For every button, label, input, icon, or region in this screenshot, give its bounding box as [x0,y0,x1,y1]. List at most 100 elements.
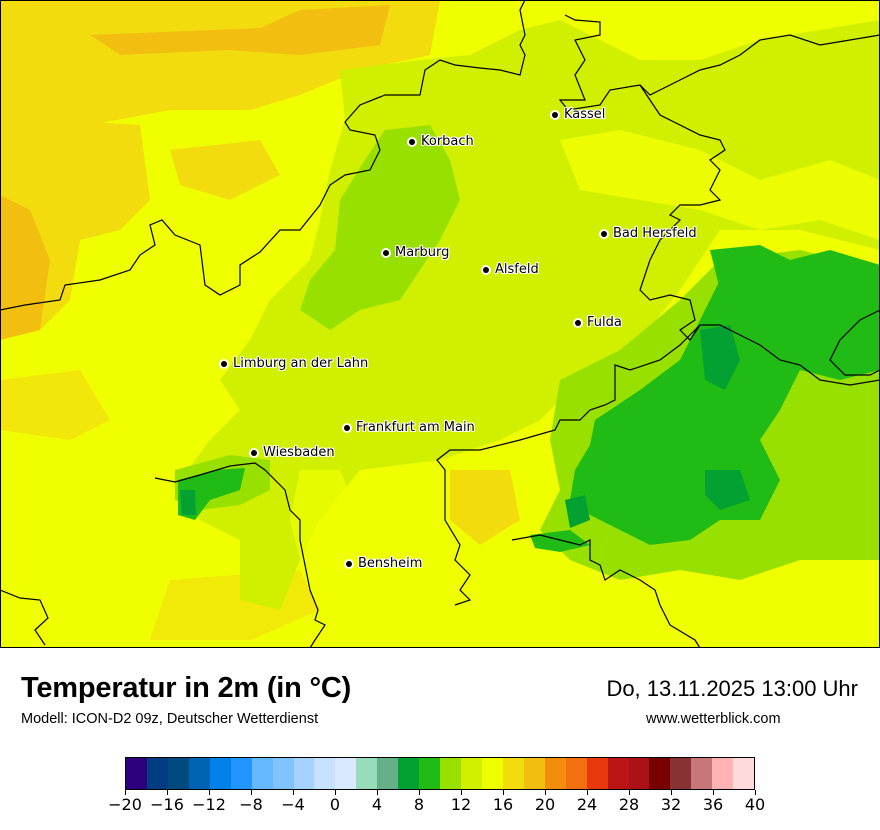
state-borders [0,0,880,648]
field-14-16-rhein-patch [290,470,360,560]
colorbar-segment [209,758,231,789]
city-label: Kassel [564,107,606,122]
city-marker-icon [552,111,558,118]
colorbar-tick [208,790,210,795]
field-8-10-thueringen [710,245,880,310]
colorbar-segment [356,758,378,789]
city-label: Fulda [587,315,622,330]
city-marker-icon [344,424,350,431]
colorbar-segment [230,758,252,789]
field-6-8-patch-c [565,495,590,528]
city-label: Frankfurt am Main [356,420,475,435]
city-alsfeld: Alsfeld [483,262,539,277]
colorbar-segment [377,758,399,789]
colorbar-tick-label: −8 [239,795,263,814]
colorbar-segment [461,758,482,789]
field-10-12-marburg [300,125,460,330]
forecast-datetime: Do, 13.11.2025 13:00 Uhr [606,676,858,701]
colorbar-segment [272,758,294,789]
colorbar-tick-label: 12 [450,795,472,814]
colorbar-segment [691,758,713,789]
city-marker-icon [346,560,352,567]
city-marker-icon [383,249,389,256]
city-wiesbaden: Wiesbaden [251,445,335,460]
colorbar-tick [250,790,252,795]
colorbar-tick-label: 16 [492,795,514,814]
colorbar-tick-label: −20 [108,795,142,814]
city-label: Limburg an der Lahn [233,356,369,371]
colorbar-tick-label: 24 [576,795,598,814]
field-16-18-patch-a [170,140,280,200]
city-marker-icon [601,230,607,237]
city-label: Wiesbaden [263,445,335,460]
field-8-10-rhoen-spessart [570,270,880,545]
city-marker-icon [251,449,257,456]
colorbar-segment [565,758,587,789]
city-label: Bensheim [358,556,423,571]
colorbar-tick [754,790,756,795]
city-marker-icon [409,138,415,145]
colorbar-segment [146,758,168,789]
city-bad-hersfeld: Bad Hersfeld [601,226,697,241]
colorbar-tick [334,790,336,795]
colorbar-tick [460,790,462,795]
colorbar-segment [188,758,210,789]
colorbar-tick [544,790,546,795]
colorbar-segment [544,758,566,789]
city-label: Bad Hersfeld [613,226,697,241]
colorbar-segment [167,758,189,789]
colorbar-segment [712,758,734,789]
colorbar-tick-label: 8 [413,795,425,814]
colorbar-tick [292,790,294,795]
city-marker-icon [221,360,227,367]
city-marker-icon [483,266,489,273]
colorbar-segment [293,758,315,789]
city-label: Marburg [395,245,450,260]
colorbar-tick-label: 28 [618,795,640,814]
colorbar-segment [502,758,524,789]
colorbar-tick [628,790,630,795]
colorbar-tick [166,790,168,795]
colorbar-segment [628,758,650,789]
city-marker-icon [575,319,581,326]
colorbar-segment [733,758,755,789]
colorbar-segment [670,758,692,789]
colorbar-tick-label: 36 [702,795,724,814]
colorbar-tick [502,790,504,795]
colorbar-segment [335,758,357,789]
temperature-map: Kassel Korbach Bad Hersfeld Marburg Alsf… [0,0,880,648]
map-title: Temperatur in 2m (in °C) [21,672,352,704]
colorbar-tick [670,790,672,795]
colorbar-segment [419,758,441,789]
field-18-20-north [90,5,390,55]
website-link[interactable]: www.wetterblick.com [646,711,781,727]
colorbar-segment [586,758,608,789]
colorbar-segment [398,758,420,789]
colorbar-tick [418,790,420,795]
colorbar-segment [649,758,671,789]
colorbar-ticks: −20 −16 −12 −8 −4 0 4 8 12 16 20 24 28 32 36 40 [108,790,765,820]
temperature-colorbar [125,757,755,790]
colorbar-segment [481,758,503,789]
colorbar-segment [251,758,273,789]
city-korbach: Korbach [409,134,474,149]
field-16-18-odenwald [450,470,520,545]
colorbar-tick-label: 32 [660,795,682,814]
field-16-18-patch-b [0,370,110,440]
colorbar-segment [314,758,336,789]
colorbar-tick [586,790,588,795]
field-6-8-patch-d [180,490,196,515]
colorbar-tick-label: −12 [192,795,226,814]
colorbar-tick [124,790,126,795]
field-8-10-main [530,530,590,552]
colorbar-tick-label: 40 [744,795,766,814]
colorbar-tick-label: 20 [534,795,556,814]
city-frankfurt: Frankfurt am Main [344,420,475,435]
colorbar-tick-label: −16 [150,795,184,814]
colorbar-segment [523,758,545,789]
colorbar-tick [712,790,714,795]
map-canvas [0,0,880,648]
model-source: Modell: ICON-D2 09z, Deutscher Wetterdie… [21,711,319,727]
city-marburg: Marburg [383,245,449,260]
field-6-8-patch-a [700,325,740,390]
